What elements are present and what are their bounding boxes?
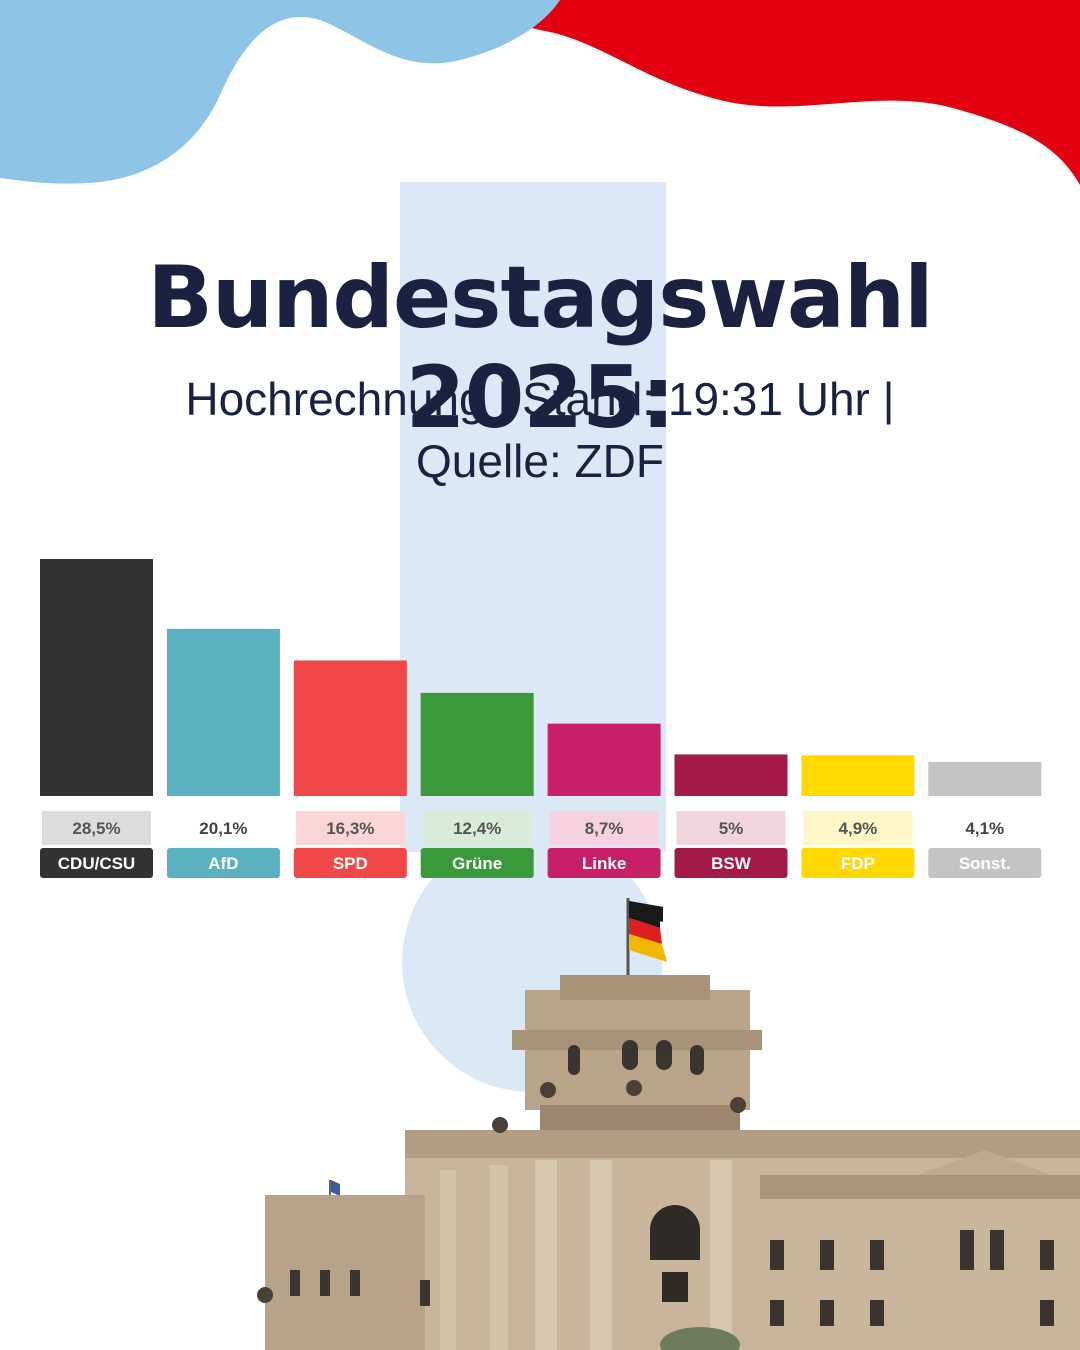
blue-wave-shape xyxy=(0,0,560,184)
red-wave-shape xyxy=(450,0,1080,185)
party-label-gr-ne: Grüne xyxy=(452,854,502,873)
subtitle-line-1: Hochrechnung | Stand: 19:31 Uhr | xyxy=(185,373,895,425)
bar-cdu-csu xyxy=(40,559,153,796)
value-label-bg-afd xyxy=(168,811,278,845)
party-label-cdu-csu: CDU/CSU xyxy=(58,854,135,873)
party-label-bg-afd xyxy=(166,848,280,878)
value-label-spd: 16,3% xyxy=(326,819,374,838)
bar-fdp xyxy=(801,755,915,796)
value-label-afd: 20,1% xyxy=(199,819,247,838)
bar-gr-ne xyxy=(420,692,534,796)
value-label-bsw: 5% xyxy=(719,819,744,838)
value-label-bg-cdu-csu xyxy=(42,811,151,845)
party-label-linke: Linke xyxy=(582,854,626,873)
party-label-bg-bsw xyxy=(674,848,788,878)
party-label-bg-sonst xyxy=(928,848,1042,878)
party-label-bg-gr-ne xyxy=(420,848,534,878)
bar-spd xyxy=(293,660,407,796)
party-label-spd: SPD xyxy=(333,854,368,873)
value-label-bg-bsw xyxy=(676,811,786,845)
page-title: Bundestagswahl 2025: xyxy=(147,248,933,448)
subtitle: Hochrechnung | Stand: 19:31 Uhr | Quelle… xyxy=(120,368,960,492)
party-label-bg-cdu-csu xyxy=(40,848,153,878)
subtitle-line-2: Quelle: ZDF xyxy=(416,435,664,487)
value-label-bg-fdp xyxy=(803,811,913,845)
value-label-bg-linke xyxy=(549,811,659,845)
reichstag-building-image xyxy=(257,898,1080,1350)
value-label-cdu-csu: 28,5% xyxy=(72,819,120,838)
party-label-fdp: FDP xyxy=(841,854,875,873)
value-label-fdp: 4,9% xyxy=(839,819,878,838)
bar-sonst xyxy=(928,761,1042,796)
value-label-bg-gr-ne xyxy=(422,811,532,845)
party-label-bg-fdp xyxy=(801,848,915,878)
value-label-bg-sonst xyxy=(930,811,1040,845)
value-label-bg-spd xyxy=(295,811,405,845)
party-label-afd: AfD xyxy=(208,854,238,873)
value-label-linke: 8,7% xyxy=(585,819,624,838)
party-label-sonst: Sonst. xyxy=(959,854,1011,873)
bar-afd xyxy=(166,628,280,796)
bar-linke xyxy=(547,723,661,796)
value-label-sonst: 4,1% xyxy=(965,819,1004,838)
party-label-bg-spd xyxy=(293,848,407,878)
bar-bsw xyxy=(674,754,788,796)
value-label-gr-ne: 12,4% xyxy=(453,819,501,838)
party-label-bsw: BSW xyxy=(711,854,752,873)
party-label-bg-linke xyxy=(547,848,661,878)
